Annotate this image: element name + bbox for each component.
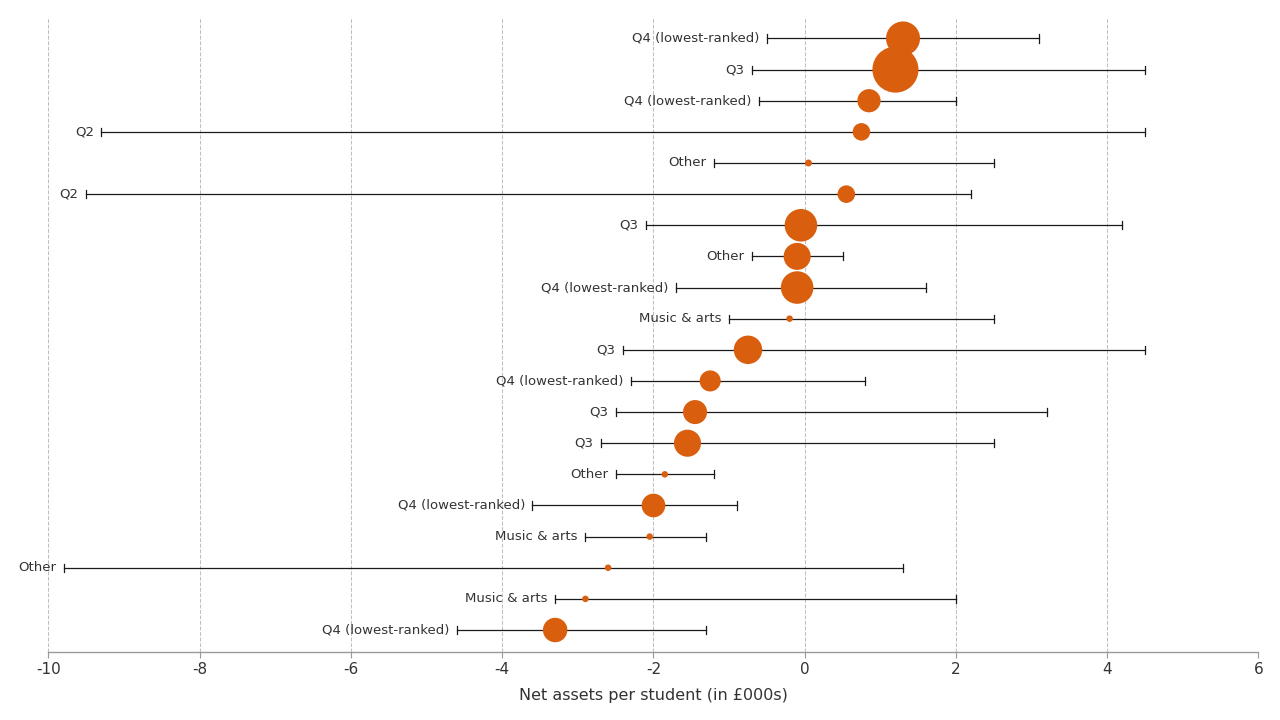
Text: Q3: Q3 — [573, 437, 593, 450]
Point — [640, 531, 660, 542]
Point — [799, 157, 819, 168]
Point — [545, 624, 566, 636]
Point — [737, 344, 758, 356]
Text: Q2: Q2 — [60, 188, 78, 201]
Text: Q4 (lowest-ranked): Q4 (lowest-ranked) — [625, 94, 751, 107]
Point — [654, 469, 675, 480]
Text: Other: Other — [570, 468, 608, 481]
Text: Q3: Q3 — [589, 405, 608, 418]
Text: Q3: Q3 — [620, 219, 639, 232]
Text: Q4 (lowest-ranked): Q4 (lowest-ranked) — [398, 499, 525, 512]
Point — [700, 375, 721, 387]
Text: Music & arts: Music & arts — [495, 530, 577, 543]
Point — [787, 251, 808, 262]
Point — [677, 438, 698, 449]
Point — [851, 126, 872, 138]
Text: Q2: Q2 — [74, 125, 93, 138]
Text: Other: Other — [18, 562, 56, 575]
Point — [644, 500, 664, 511]
Point — [787, 282, 808, 293]
Point — [780, 313, 800, 325]
Point — [598, 562, 618, 574]
Text: Q4 (lowest-ranked): Q4 (lowest-ranked) — [632, 32, 759, 45]
Point — [791, 220, 812, 231]
X-axis label: Net assets per student (in £000s): Net assets per student (in £000s) — [518, 688, 788, 703]
Point — [685, 406, 705, 418]
Text: Music & arts: Music & arts — [465, 593, 548, 606]
Text: Q4 (lowest-ranked): Q4 (lowest-ranked) — [321, 624, 449, 636]
Text: Q4 (lowest-ranked): Q4 (lowest-ranked) — [495, 374, 623, 387]
Point — [575, 593, 595, 605]
Point — [859, 95, 879, 107]
Text: Q3: Q3 — [726, 63, 744, 76]
Text: Music & arts: Music & arts — [639, 312, 722, 325]
Text: Q3: Q3 — [596, 343, 616, 356]
Point — [886, 64, 906, 76]
Text: Other: Other — [668, 156, 707, 169]
Text: Q4 (lowest-ranked): Q4 (lowest-ranked) — [541, 281, 668, 294]
Point — [836, 189, 856, 200]
Text: Other: Other — [707, 250, 744, 263]
Point — [892, 32, 913, 44]
